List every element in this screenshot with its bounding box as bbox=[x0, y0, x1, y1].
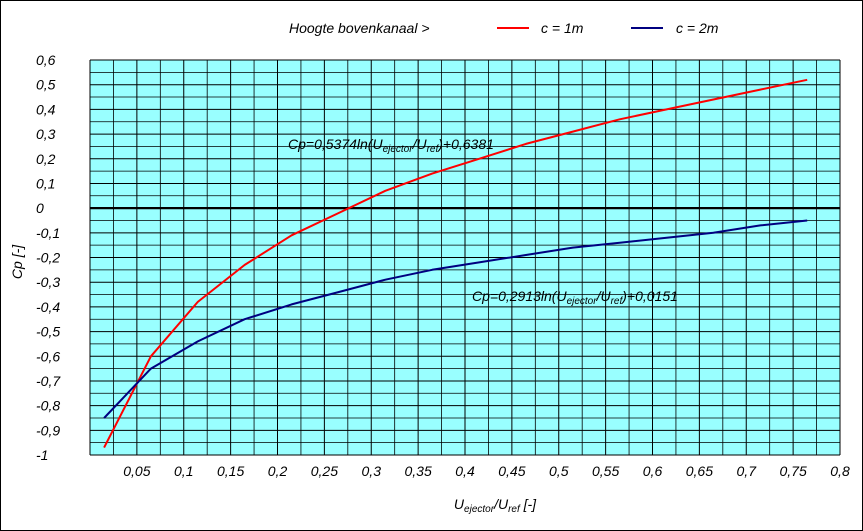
series-line-c2m bbox=[103, 219, 808, 419]
equation-label-c2: Cp=0,2913ln(Uejector/Uref)+0,0151 bbox=[472, 288, 678, 307]
x-tick-label: 0,2 bbox=[268, 463, 288, 479]
y-tick-label: 0,1 bbox=[36, 175, 55, 191]
y-tick-label: 0,5 bbox=[36, 77, 56, 93]
y-tick-label: -0,9 bbox=[36, 422, 60, 438]
x-tick-label: 0,4 bbox=[455, 463, 475, 479]
y-tick-labels: 0,6 0,5 0,4 0,3 0,2 0,1 0 -0,1 -0,2 -0,3 -0,4 -0,5 -… bbox=[36, 52, 61, 463]
y-tick-label: -0,7 bbox=[36, 373, 61, 389]
x-tick-label: 0,7 bbox=[737, 463, 758, 479]
x-axis-title: Uejector/Uref [-] bbox=[454, 496, 537, 515]
x-tick-label: 0,15 bbox=[217, 463, 244, 479]
y-tick-label: -0,2 bbox=[36, 250, 60, 266]
x-tick-label: 0,3 bbox=[362, 463, 382, 479]
y-tick-label: 0,3 bbox=[36, 126, 56, 142]
x-tick-labels: 0,05 0,1 0,15 0,2 0,25 0,3 0,35 0,4 0,45 0,5 0,55 0… bbox=[123, 463, 850, 479]
x-tick-label: 0,6 bbox=[643, 463, 663, 479]
x-tick-label: 0,8 bbox=[830, 463, 850, 479]
y-tick-label: 0,6 bbox=[36, 52, 56, 68]
x-tick-label: 0,65 bbox=[686, 463, 713, 479]
legend-label-c1m: c = 1m bbox=[541, 20, 584, 36]
x-tick-label: 0,25 bbox=[311, 463, 338, 479]
y-axis-title: Cp [-] bbox=[9, 244, 25, 279]
x-tick-label: 0,35 bbox=[405, 463, 432, 479]
horizontal-gridlines bbox=[90, 59, 840, 456]
x-tick-label: 0,55 bbox=[592, 463, 619, 479]
series-lines bbox=[103, 78, 808, 449]
y-tick-label: -1 bbox=[36, 447, 48, 463]
x-tick-label: 0,1 bbox=[174, 463, 193, 479]
y-tick-label: -0,3 bbox=[36, 274, 60, 290]
y-tick-label: -0,1 bbox=[36, 225, 60, 241]
x-tick-label: 0,5 bbox=[549, 463, 569, 479]
legend-prefix: Hoogte bovenkanaal > bbox=[289, 20, 430, 36]
y-tick-label: 0,2 bbox=[36, 151, 56, 167]
y-tick-label: -0,6 bbox=[36, 348, 60, 364]
y-tick-label: -0,5 bbox=[36, 324, 60, 340]
legend: Hoogte bovenkanaal > c = 1m c = 2m bbox=[289, 20, 719, 36]
legend-label-c2m: c = 2m bbox=[676, 20, 719, 36]
y-tick-label: -0,4 bbox=[36, 299, 60, 315]
series-line-c1m bbox=[103, 78, 808, 449]
y-tick-label: 0,4 bbox=[36, 101, 56, 117]
y-tick-label: -0,8 bbox=[36, 398, 60, 414]
x-tick-label: 0,75 bbox=[780, 463, 807, 479]
x-tick-label: 0,45 bbox=[498, 463, 525, 479]
y-tick-label: 0 bbox=[36, 200, 44, 216]
equation-label-c1: Cp=0,5374ln(Uejector/Uref)+0,6381 bbox=[288, 136, 494, 155]
x-tick-label: 0,05 bbox=[123, 463, 150, 479]
